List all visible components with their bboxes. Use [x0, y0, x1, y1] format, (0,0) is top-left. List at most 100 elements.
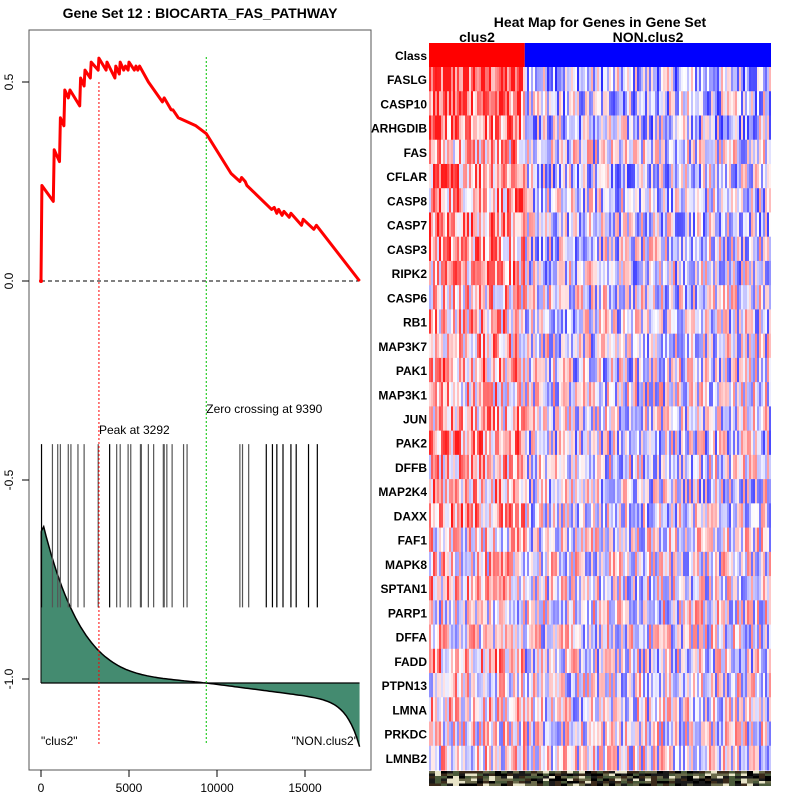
heatmap-cell — [671, 600, 673, 626]
heatmap-cell — [475, 503, 477, 529]
heatmap-cell — [431, 188, 433, 213]
heatmap-cell — [449, 745, 451, 771]
heatmap-cell — [525, 163, 527, 189]
heatmap-cell — [453, 163, 455, 189]
heatmap-cell — [653, 551, 655, 577]
heatmap-cell — [755, 721, 757, 747]
heatmap-cell — [729, 406, 731, 432]
heatmap-cell — [593, 624, 595, 650]
heatmap-cell — [717, 624, 719, 650]
heatmap-cell — [633, 382, 635, 407]
heatmap-cell — [489, 430, 491, 456]
heatmap-cell — [691, 454, 693, 480]
heatmap-cell — [655, 67, 657, 92]
heatmap-cell — [647, 551, 649, 577]
heatmap-cell — [617, 115, 619, 141]
heatmap-cell — [503, 91, 505, 116]
heatmap-cell — [485, 357, 487, 383]
heatmap-cell — [567, 382, 569, 407]
heatmap-cell — [765, 527, 767, 553]
heatmap-cell — [513, 721, 515, 747]
heatmap-cell — [761, 624, 763, 650]
heatmap-cell — [631, 648, 633, 674]
heatmap-cell — [485, 115, 487, 141]
heatmap-cell — [753, 697, 755, 723]
heatmap-cell — [461, 139, 463, 165]
heatmap-cell — [629, 673, 631, 698]
heatmap-cell — [727, 576, 729, 601]
heatmap-cell — [705, 285, 707, 310]
heatmap-cell — [739, 115, 741, 141]
heatmap-cell — [645, 697, 647, 723]
heatmap-cell — [761, 188, 763, 213]
heatmap-cell — [763, 430, 765, 456]
heatmap-cell — [441, 673, 443, 698]
heatmap-cell — [613, 91, 615, 116]
heatmap-cell — [531, 503, 533, 529]
heatmap-cell — [705, 576, 707, 601]
heatmap-cell — [507, 673, 509, 698]
heatmap-cell — [601, 454, 603, 480]
y-tick-label: -0.5 — [2, 469, 16, 490]
heatmap-cell — [503, 188, 505, 213]
heatmap-cell — [441, 697, 443, 723]
heatmap-cell — [605, 697, 607, 723]
heatmap-cell — [595, 139, 597, 165]
heatmap-cell — [515, 333, 517, 359]
heatmap-cell — [509, 576, 511, 601]
heatmap-cell — [647, 115, 649, 141]
heatmap-cell — [691, 357, 693, 383]
heatmap-cell — [731, 576, 733, 601]
heatmap-cell — [553, 406, 555, 432]
heatmap-cell — [487, 382, 489, 407]
heatmap-cell — [469, 333, 471, 359]
heatmap-cell — [531, 406, 533, 432]
heatmap-cell — [649, 551, 651, 577]
heatmap-cell — [445, 624, 447, 650]
heatmap-cell — [593, 139, 595, 165]
heatmap-cell — [485, 648, 487, 674]
heatmap-cell — [507, 333, 509, 359]
heatmap-cell — [505, 309, 507, 335]
gene-label-daxx: DAXX — [394, 509, 427, 523]
heatmap-cell — [707, 285, 709, 310]
heatmap-cell — [455, 382, 457, 407]
heatmap-cell — [567, 745, 569, 771]
heatmap-cell — [559, 576, 561, 601]
heatmap-cell — [531, 648, 533, 674]
heatmap-cell — [697, 648, 699, 674]
heatmap-cell — [429, 527, 431, 553]
heatmap-cell — [463, 91, 465, 116]
heatmap-cell — [673, 163, 675, 189]
heatmap-cell — [675, 697, 677, 723]
heatmap-cell — [683, 551, 685, 577]
heatmap-cell — [639, 648, 641, 674]
heatmap-cell — [491, 479, 493, 504]
heatmap-cell — [729, 551, 731, 577]
heatmap-cell — [447, 188, 449, 213]
gene-label-fadd: FADD — [394, 655, 427, 669]
heatmap-cell — [537, 721, 539, 747]
heatmap-cell — [507, 285, 509, 310]
heatmap-cell — [735, 236, 737, 262]
heatmap-cell — [599, 721, 601, 747]
heatmap-cell — [673, 212, 675, 238]
heatmap-cell — [481, 406, 483, 432]
heatmap-cell — [545, 357, 547, 383]
heatmap-cell — [701, 406, 703, 432]
heatmap-cell — [435, 91, 437, 116]
heatmap-cell — [633, 673, 635, 698]
heatmap-cell — [561, 600, 563, 626]
heatmap-cell — [551, 357, 553, 383]
heatmap-cell — [431, 673, 433, 698]
heatmap-cell — [579, 333, 581, 359]
heatmap-cell — [605, 163, 607, 189]
heatmap-cell — [667, 721, 669, 747]
heatmap-cell — [679, 721, 681, 747]
heatmap-cell — [463, 576, 465, 601]
heatmap-cell — [631, 721, 633, 747]
heatmap-cell — [765, 382, 767, 407]
heatmap-cell — [561, 576, 563, 601]
heatmap-cell — [515, 745, 517, 771]
heatmap-cell — [605, 115, 607, 141]
